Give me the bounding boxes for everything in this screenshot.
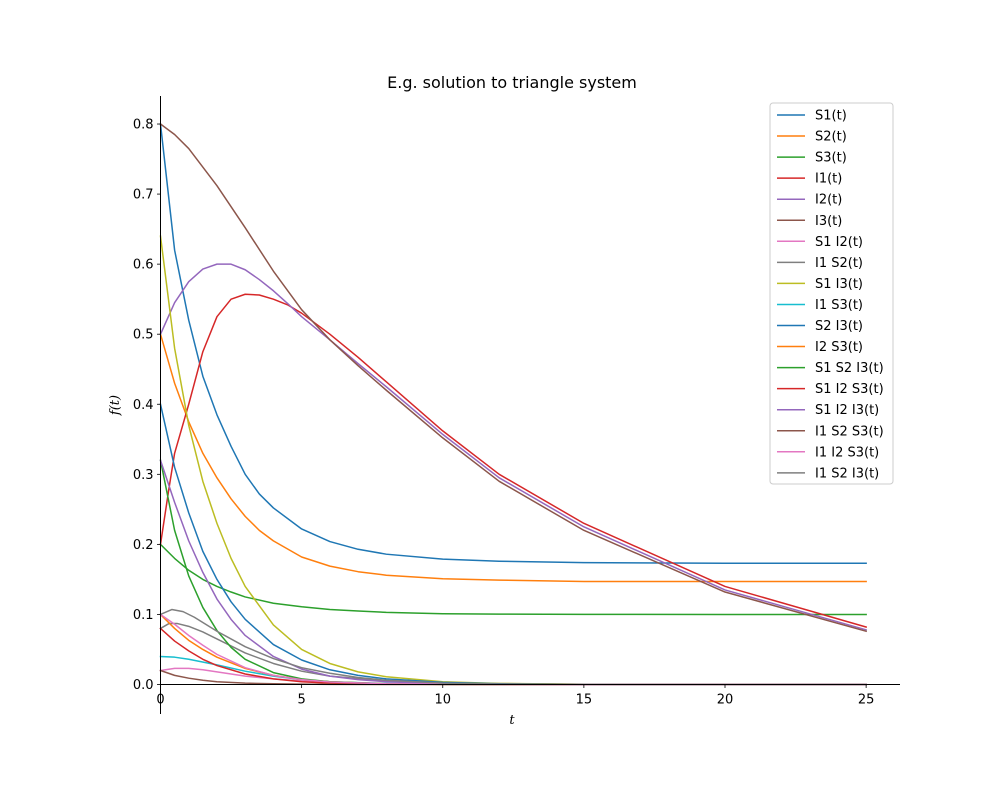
y-tick-label: 0.8: [133, 118, 154, 133]
x-tick-label: 15: [576, 693, 593, 708]
y-tick-label: 0.5: [133, 328, 154, 343]
series-lines: [159, 122, 868, 686]
chart-title: E.g. solution to triangle system: [387, 73, 637, 92]
legend-items: S1(t) S2(t) S3(t) I1(t) I2(t) I3(t) S1 I2(t) I1…: [777, 109, 884, 481]
legend: S1(t) S2(t) S3(t) I1(t) I2(t) I3(t) S1 I2(t) I1…: [769, 102, 894, 485]
y-tick-label: 0.3: [133, 468, 154, 483]
series-line: [159, 403, 867, 686]
series-line: [159, 613, 867, 686]
legend-label: S2 I3(t): [815, 319, 863, 334]
x-axis-label: t: [509, 713, 515, 728]
y-axis-label: f(t): [108, 395, 123, 416]
legend-label: I1 S2 S3(t): [815, 424, 884, 439]
y-tick-label: 0.0: [133, 678, 154, 693]
x-tick-label: 25: [858, 693, 875, 708]
legend-label: S1 I3(t): [815, 277, 863, 292]
x-tick-label: 0: [156, 693, 164, 708]
series-line: [159, 293, 868, 628]
x-tick-label: 5: [297, 693, 305, 708]
x-ticks: 0 5 10 15 20 25: [156, 684, 875, 708]
legend-label: I1 S2 I3(t): [815, 466, 879, 481]
legend-label: I1(t): [815, 172, 842, 187]
x-tick-label: 20: [717, 693, 734, 708]
series-line: [159, 122, 868, 633]
x-tick-label: 10: [434, 693, 451, 708]
legend-label: S3(t): [815, 151, 847, 166]
series-line: [159, 459, 867, 686]
legend-label: S1 I2 S3(t): [815, 382, 884, 397]
series-line: [159, 235, 867, 686]
y-tick-label: 0.6: [133, 258, 154, 273]
series-line: [159, 543, 867, 616]
legend-label: I1 I2 S3(t): [815, 445, 879, 460]
legend-label: I1 S2(t): [815, 256, 863, 271]
legend-label: S1(t): [815, 109, 847, 124]
series-line: [159, 667, 867, 686]
legend-label: S1 I2(t): [815, 235, 863, 250]
series-line: [159, 627, 867, 686]
series-line: [159, 333, 867, 583]
legend-label: I3(t): [815, 214, 842, 229]
legend-label: S1 I2 I3(t): [815, 403, 879, 418]
legend-label: I1 S3(t): [815, 298, 863, 313]
legend-label: S2(t): [815, 130, 847, 145]
y-tick-label: 0.1: [133, 608, 154, 623]
y-tick-label: 0.4: [133, 398, 154, 413]
series-line: [159, 123, 867, 565]
legend-label: I2(t): [815, 193, 842, 208]
series-line: [159, 263, 868, 631]
legend-label: S1 S2 I3(t): [815, 361, 884, 376]
y-tick-label: 0.2: [133, 538, 154, 553]
y-tick-label: 0.7: [133, 188, 154, 203]
legend-label: I2 S3(t): [815, 340, 863, 355]
y-ticks: 0.0 0.1 0.2 0.3 0.4 0.5 0.6 0.7 0.8: [133, 118, 161, 693]
